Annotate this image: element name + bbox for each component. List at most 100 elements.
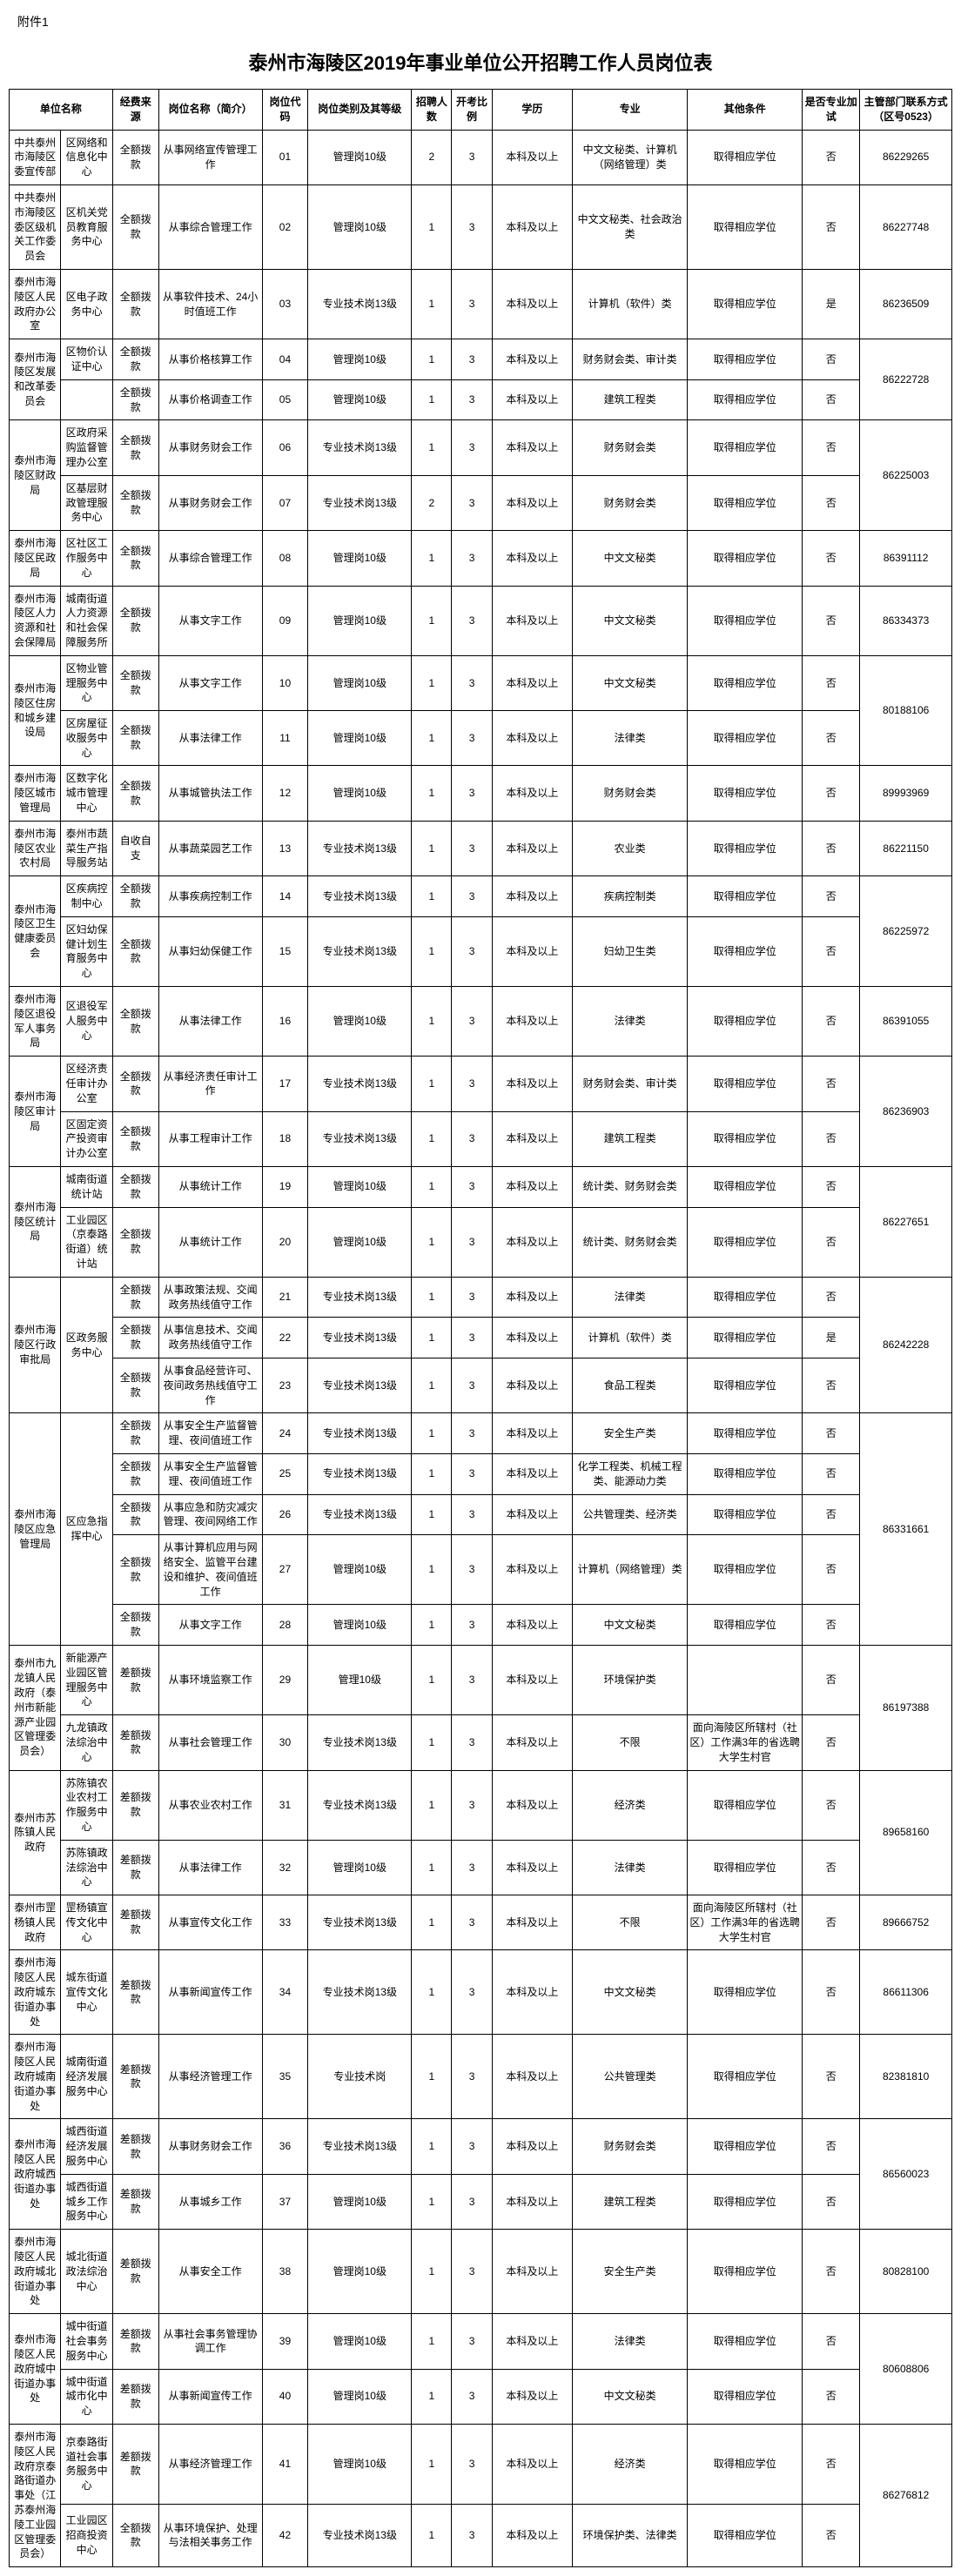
cell-jobname: 从事安全生产监督管理、夜间值班工作 [158, 1413, 262, 1454]
table-row: 泰州市海陵区人民政府城北街道办事处城北街道政法综治中心差额拨款从事安全工作38管… [10, 2230, 952, 2314]
cell-other: 取得相应学位 [688, 586, 803, 655]
cell-recruit: 1 [412, 1895, 452, 1950]
cell-exam: 否 [803, 1167, 860, 1208]
cell-major: 法律类 [573, 987, 688, 1057]
cell-other: 取得相应学位 [688, 1950, 803, 2035]
header-jobname: 岗位名称（简介） [158, 90, 262, 131]
cell-ratio: 3 [452, 2230, 492, 2314]
cell-level: 专业技术岗13级 [308, 1715, 412, 1770]
cell-edu: 本科及以上 [492, 1770, 572, 1840]
cell-recruit: 1 [412, 1358, 452, 1412]
cell-major: 建筑工程类 [573, 379, 688, 420]
cell-unit: 区退役军人服务中心 [61, 987, 112, 1057]
cell-funding: 全额拨款 [112, 475, 158, 530]
cell-edu: 本科及以上 [492, 2425, 572, 2505]
cell-level: 管理岗10级 [308, 586, 412, 655]
cell-ratio: 3 [452, 1057, 492, 1111]
cell-edu: 本科及以上 [492, 711, 572, 766]
cell-code: 24 [262, 1413, 308, 1454]
cell-funding: 全额拨款 [112, 130, 158, 184]
cell-exam: 否 [803, 475, 860, 530]
cell-major: 中文文秘类 [573, 531, 688, 586]
header-level: 岗位类别及其等级 [308, 90, 412, 131]
cell-contact: 86221150 [860, 821, 952, 875]
cell-other: 面向海陵区所辖村（社区）工作满3年的省选聘大学生村官 [688, 1715, 803, 1770]
cell-contact: 86242228 [860, 1277, 952, 1413]
table-row: 九龙镇政法综治中心差额拨款从事社会管理工作30专业技术岗13级13本科及以上不限… [10, 1715, 952, 1770]
cell-contact: 86225003 [860, 420, 952, 531]
cell-unit: 区物价认证中心 [61, 339, 112, 380]
cell-code: 36 [262, 2119, 308, 2174]
cell-other: 取得相应学位 [688, 2504, 803, 2566]
cell-code: 26 [262, 1494, 308, 1535]
cell-exam: 否 [803, 876, 860, 917]
table-row: 泰州市海陵区民政局区社区工作服务中心全额拨款从事综合管理工作08管理岗10级13… [10, 531, 952, 586]
cell-level: 专业技术岗13级 [308, 916, 412, 986]
cell-exam: 否 [803, 1207, 860, 1277]
cell-recruit: 1 [412, 1950, 452, 2035]
table-row: 泰州市海陵区城市管理局区数字化城市管理中心全额拨款从事城管执法工作12管理岗10… [10, 766, 952, 821]
cell-ratio: 3 [452, 1413, 492, 1454]
cell-exam: 否 [803, 1413, 860, 1454]
cell-unit: 区固定资产投资审计办公室 [61, 1111, 112, 1166]
header-exam: 是否专业加试 [803, 90, 860, 131]
cell-other: 取得相应学位 [688, 876, 803, 917]
header-major: 专业 [573, 90, 688, 131]
cell-contact: 86391112 [860, 531, 952, 586]
cell-edu: 本科及以上 [492, 1207, 572, 1277]
cell-exam: 否 [803, 2035, 860, 2119]
cell-major: 法律类 [573, 2314, 688, 2369]
cell-major: 妇幼卫生类 [573, 916, 688, 986]
cell-exam: 是 [803, 269, 860, 339]
table-row: 工业园区（京泰路街道）统计站全额拨款从事统计工作20管理岗10级13本科及以上统… [10, 1207, 952, 1277]
cell-funding: 全额拨款 [112, 1057, 158, 1111]
cell-exam: 否 [803, 711, 860, 766]
table-row: 全额拨款从事安全生产监督管理、夜间值班工作25专业技术岗13级13本科及以上化学… [10, 1453, 952, 1494]
cell-exam: 是 [803, 1318, 860, 1358]
cell-exam: 否 [803, 420, 860, 475]
cell-jobname: 从事价格调查工作 [158, 379, 262, 420]
table-row: 泰州市罡杨镇人民政府罡杨镇宣传文化中心差额拨款从事宣传文化工作33专业技术岗13… [10, 1895, 952, 1950]
cell-jobname: 从事环境保护、处理与法相关事务工作 [158, 2504, 262, 2566]
table-row: 区基层财政管理服务中心全额拨款从事财务财会工作07专业技术岗13级23本科及以上… [10, 475, 952, 530]
cell-other: 取得相应学位 [688, 1057, 803, 1111]
cell-level: 管理岗10级 [308, 2230, 412, 2314]
cell-recruit: 1 [412, 1057, 452, 1111]
cell-exam: 否 [803, 531, 860, 586]
cell-edu: 本科及以上 [492, 1645, 572, 1714]
cell-unit: 苏陈镇农业农村工作服务中心 [61, 1770, 112, 1840]
table-row: 全额拨款从事价格调查工作05管理岗10级13本科及以上建筑工程类取得相应学位否 [10, 379, 952, 420]
cell-other: 取得相应学位 [688, 2174, 803, 2229]
cell-other: 取得相应学位 [688, 1358, 803, 1412]
cell-jobname: 从事应急和防灾减灾管理、夜间网络工作 [158, 1494, 262, 1535]
cell-other: 取得相应学位 [688, 2369, 803, 2424]
cell-level: 管理岗10级 [308, 711, 412, 766]
cell-jobname: 从事妇幼保健工作 [158, 916, 262, 986]
cell-other: 取得相应学位 [688, 339, 803, 380]
cell-dept: 泰州市海陵区农业农村局 [10, 821, 61, 875]
cell-major: 财务财会类 [573, 766, 688, 821]
cell-level: 专业技术岗13级 [308, 1057, 412, 1111]
cell-funding: 全额拨款 [112, 1605, 158, 1646]
cell-contact: 86227748 [860, 184, 952, 269]
cell-funding: 全额拨款 [112, 655, 158, 710]
header-recruit: 招聘人数 [412, 90, 452, 131]
cell-contact: 86197388 [860, 1645, 952, 1770]
cell-jobname: 从事文字工作 [158, 655, 262, 710]
cell-edu: 本科及以上 [492, 1413, 572, 1454]
cell-recruit: 1 [412, 184, 452, 269]
cell-dept: 泰州市海陵区财政局 [10, 420, 61, 531]
cell-code: 06 [262, 420, 308, 475]
cell-funding: 全额拨款 [112, 987, 158, 1057]
cell-exam: 否 [803, 2425, 860, 2505]
cell-ratio: 3 [452, 1535, 492, 1605]
cell-code: 37 [262, 2174, 308, 2229]
table-row: 苏陈镇政法综治中心差额拨款从事法律工作32管理岗10级13本科及以上法律类取得相… [10, 1840, 952, 1895]
cell-ratio: 3 [452, 1167, 492, 1208]
cell-other: 取得相应学位 [688, 1277, 803, 1318]
cell-level: 管理岗10级 [308, 1535, 412, 1605]
cell-jobname: 从事社会事务管理协调工作 [158, 2314, 262, 2369]
cell-major: 不限 [573, 1895, 688, 1950]
cell-ratio: 3 [452, 1494, 492, 1535]
cell-ratio: 3 [452, 1715, 492, 1770]
